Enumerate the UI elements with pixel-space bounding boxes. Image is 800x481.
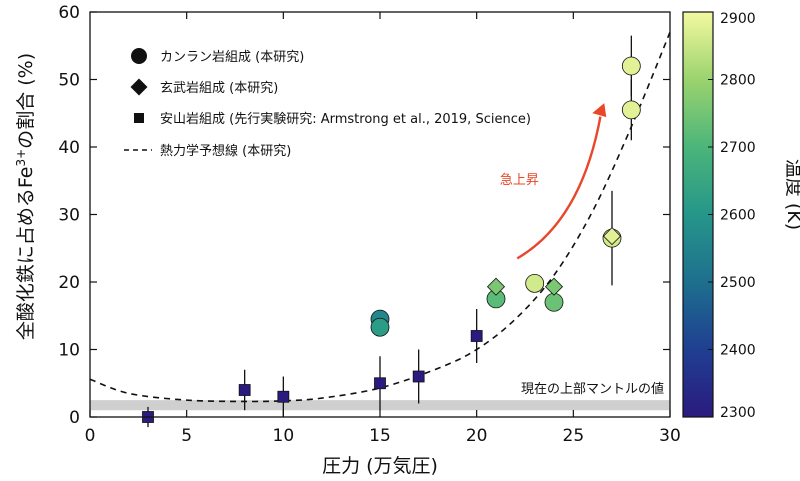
x-tick-label: 15: [369, 426, 391, 446]
rapid-rise-label: 急上昇: [500, 173, 539, 188]
reference-band-label: 現在の上部マントルの値: [521, 381, 664, 397]
legend-diamond-icon: [130, 78, 148, 96]
legend-label-thermo: 熱力学予想線 (本研究): [160, 143, 291, 159]
colorbar-tick-label: 2300: [720, 405, 756, 421]
colorbar-tick-label: 2700: [720, 140, 756, 156]
legend-square-icon: [134, 113, 144, 123]
legend-circle-icon: [131, 48, 147, 64]
y-axis-label-main: 全酸化鉄に占めるFe: [15, 167, 37, 341]
x-tick-label: 0: [85, 426, 96, 446]
legend-label-peridotite: カンラン岩組成 (本研究): [160, 50, 304, 65]
basalt-point: [602, 227, 622, 246]
prediction-curve: [89, 31, 671, 403]
basalt-point: [486, 277, 506, 296]
colorbar-tick-label: 2800: [720, 73, 756, 89]
peridotite-point: [525, 273, 545, 293]
y-tick-label: 10: [58, 341, 80, 361]
x-tick-label: 30: [659, 426, 681, 446]
peridotite-point: [621, 56, 641, 76]
y-tick-label: 20: [58, 273, 80, 293]
marker-layer: [142, 56, 641, 423]
y-axis-label-sup: 3+: [14, 149, 28, 167]
andesite-point: [470, 330, 483, 342]
y-axis-label-tail: の割合 (%): [15, 53, 37, 149]
y-tick-label: 30: [58, 206, 80, 226]
andesite-point: [374, 377, 386, 390]
colorbar-ticks: 2300 2400 2500 2600 2700 2800 2900: [708, 11, 756, 421]
y-tick-label: 60: [58, 3, 80, 23]
colorbar-label: 温度 (K): [783, 159, 800, 230]
y-axis-label: 全酸化鉄に占めるFe3+の割合 (%): [14, 53, 37, 340]
andesite-point: [412, 370, 425, 383]
legend-label-andesite: 安山岩組成 (先行実験研究: Armstrong et al., 2019, S…: [160, 111, 531, 127]
andesite-point: [238, 384, 251, 396]
peridotite-point: [621, 100, 641, 120]
x-tick-label: 25: [563, 426, 585, 446]
colorbar-tick-label: 2500: [720, 275, 756, 291]
peridotite-point: [544, 292, 564, 312]
basalt-point: [544, 277, 564, 296]
prediction-curve-layer: [89, 31, 671, 403]
y-tick-label: 0: [69, 408, 80, 428]
x-tick-label: 20: [466, 426, 488, 446]
legend: カンラン岩組成 (本研究) 玄武岩組成 (本研究) 安山岩組成 (先行実験研究:…: [124, 48, 531, 159]
legend-label-basalt: 玄武岩組成 (本研究): [160, 81, 278, 96]
rapid-rise-arrow: [516, 116, 602, 260]
peridotite-point: [370, 317, 390, 337]
x-tick-label: 10: [273, 426, 295, 446]
y-tick-label: 50: [58, 71, 80, 91]
tick-layer: 0 5 10 15 20 25 30 0 10 20 30 40 50 60: [58, 3, 680, 446]
rapid-rise-annotation: 急上昇: [500, 103, 607, 260]
andesite-point: [277, 390, 290, 403]
colorbar-tick-label: 2900: [720, 11, 756, 27]
colorbar-tick-label: 2600: [720, 208, 756, 224]
colorbar-tick-label: 2400: [720, 343, 756, 359]
x-tick-label: 5: [181, 426, 192, 446]
y-tick-label: 40: [58, 138, 80, 158]
x-axis-label: 圧力 (万気圧): [322, 455, 438, 477]
rapid-rise-arrowhead: [592, 103, 607, 118]
